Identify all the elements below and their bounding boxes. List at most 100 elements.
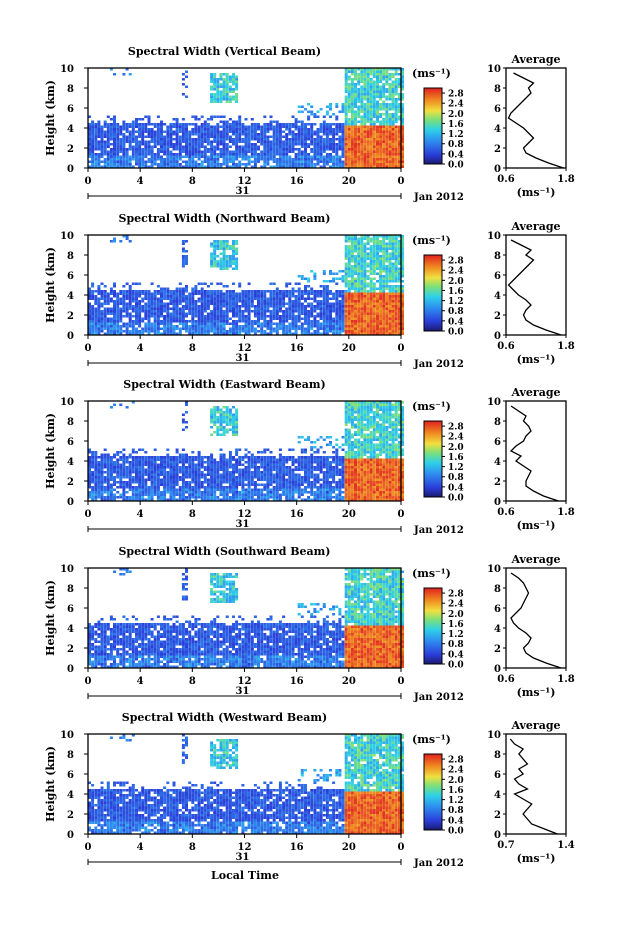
heatmap-cell (347, 118, 351, 121)
heatmap-cell (278, 295, 282, 298)
average-y-tick-label: 8 (494, 84, 501, 95)
heatmap-cell (385, 133, 389, 136)
heatmap-cell (222, 305, 226, 308)
heatmap-cell (278, 133, 282, 136)
heatmap-cell (294, 158, 298, 161)
heatmap-cell (291, 158, 295, 161)
heatmap-cell (247, 138, 251, 141)
heatmap-cell (291, 163, 295, 166)
heatmap-cell (175, 320, 179, 323)
heatmap-cell (350, 135, 354, 138)
heatmap-cell (185, 285, 188, 288)
heatmap-cell (360, 80, 364, 83)
heatmap-cell (138, 118, 142, 121)
heatmap-cell (119, 332, 123, 335)
heatmap-cell (363, 108, 367, 111)
heatmap-cell (210, 245, 214, 248)
heatmap-cell (275, 148, 279, 151)
heatmap-cell (257, 145, 260, 148)
heatmap-cell (97, 463, 101, 466)
heatmap-cell (100, 473, 104, 476)
heatmap-cell (210, 155, 214, 158)
heatmap-cell (341, 270, 345, 273)
heatmap-cell (138, 320, 142, 323)
heatmap-cell (244, 150, 248, 153)
heatmap-cell (138, 140, 142, 143)
heatmap-cell (335, 307, 339, 310)
heatmap-cell (106, 160, 110, 163)
heatmap-cell (91, 461, 95, 464)
heatmap-cell (354, 305, 357, 308)
heatmap-cell (397, 250, 401, 253)
heatmap-cell (257, 295, 260, 298)
heatmap-cell (153, 317, 157, 320)
heatmap-cell (122, 488, 126, 491)
heatmap-cell (116, 453, 120, 456)
heatmap-cell (247, 143, 251, 146)
heatmap-cell (213, 330, 217, 333)
heatmap-cell (372, 330, 376, 333)
heatmap-cell (357, 285, 361, 288)
heatmap-cell (366, 160, 370, 163)
heatmap-cell (357, 83, 361, 86)
heatmap-cell (156, 491, 160, 494)
heatmap-cell (122, 302, 126, 305)
heatmap-cell (304, 150, 307, 153)
heatmap-cell (394, 315, 398, 318)
heatmap-cell (357, 133, 361, 136)
heatmap-cell (325, 158, 329, 161)
heatmap-cell (313, 292, 317, 295)
heatmap-cell (131, 498, 135, 501)
heatmap-cell (360, 280, 364, 283)
heatmap-cell (238, 300, 242, 303)
heatmap-cell (388, 90, 392, 93)
heatmap-cell (369, 302, 373, 305)
heatmap-cell (203, 155, 207, 158)
heatmap-cell (344, 250, 348, 253)
heatmap-cell (354, 153, 357, 156)
heatmap-cell (382, 292, 386, 295)
heatmap-cell (100, 133, 104, 136)
heatmap-cell (100, 496, 104, 499)
heatmap-cell (369, 123, 373, 126)
heatmap-cell (153, 488, 157, 491)
heatmap-cell (263, 138, 267, 141)
heatmap-cell (238, 163, 242, 166)
heatmap-cell (225, 315, 229, 318)
heatmap-cell (213, 115, 217, 118)
heatmap-cell (313, 148, 317, 151)
heatmap-cell (225, 322, 229, 325)
heatmap-cell (175, 120, 179, 123)
heatmap-cell (347, 302, 351, 305)
heatmap-cell (350, 242, 354, 245)
heatmap-cell (366, 257, 370, 260)
heatmap-cell (131, 150, 135, 153)
heatmap-cell (391, 292, 395, 295)
heatmap-cell (360, 100, 364, 103)
heatmap-cell (300, 128, 304, 131)
heatmap-cell (294, 327, 298, 330)
heatmap-cell (191, 315, 195, 318)
heatmap-cell (103, 448, 107, 451)
heatmap-cell (178, 282, 182, 285)
heatmap-cell (313, 153, 317, 156)
heatmap-cell (388, 332, 392, 335)
heatmap-cell (300, 135, 304, 138)
heatmap-cell (347, 138, 351, 141)
heatmap-cell (197, 133, 201, 136)
heatmap-cell (100, 468, 104, 471)
heatmap-cell (385, 297, 389, 300)
heatmap-cell (344, 155, 348, 158)
heatmap-cell (200, 330, 204, 333)
heatmap-cell (210, 78, 214, 81)
heatmap-cell (382, 320, 386, 323)
heatmap-cell (282, 163, 286, 166)
heatmap-cell (263, 330, 267, 333)
heatmap-cell (310, 327, 314, 330)
heatmap-cell (304, 332, 307, 335)
heatmap-cell (232, 140, 235, 143)
heatmap-cell (344, 68, 348, 71)
heatmap-cell (257, 302, 260, 305)
heatmap-cell (275, 160, 279, 163)
heatmap-cell (94, 317, 98, 320)
